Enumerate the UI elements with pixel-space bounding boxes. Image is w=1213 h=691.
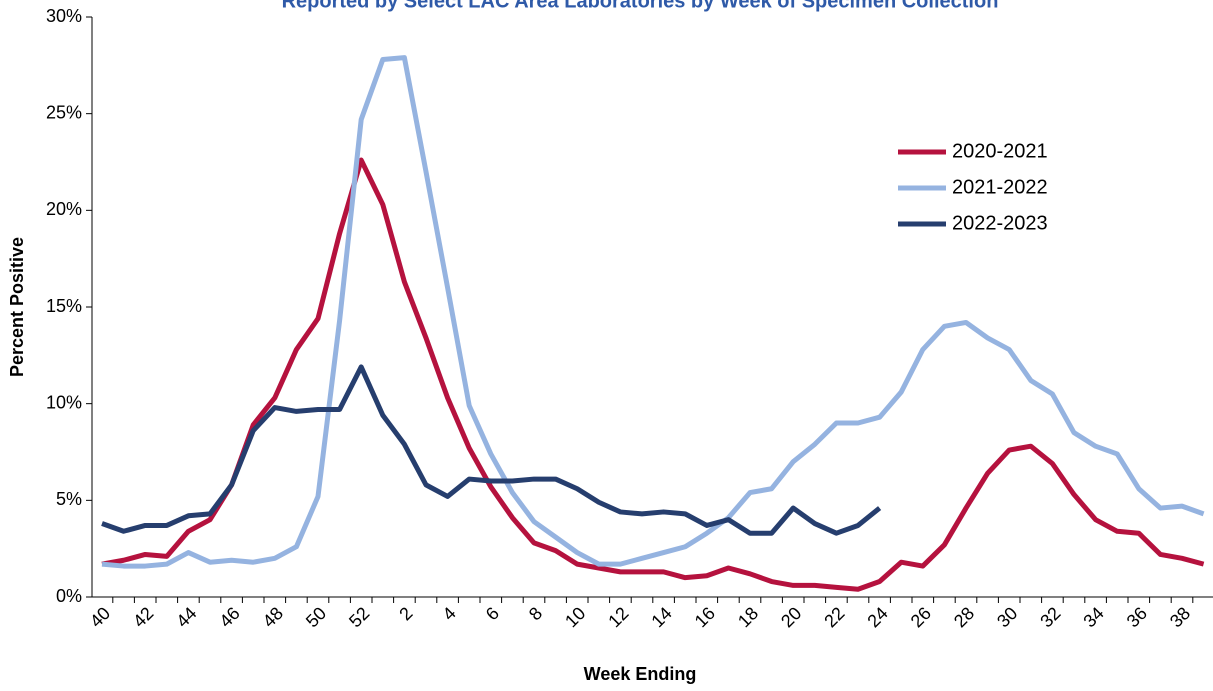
y-tick-label: 30% xyxy=(46,6,82,26)
legend-label: 2022-2023 xyxy=(952,212,1048,234)
x-tick-label: 44 xyxy=(172,603,200,631)
x-tick-label: 14 xyxy=(647,603,675,631)
x-tick-label: 32 xyxy=(1036,603,1064,631)
x-tick-label: 42 xyxy=(129,603,157,631)
x-tick-label: 48 xyxy=(259,603,287,631)
x-tick-label: 24 xyxy=(863,603,891,631)
y-tick-label: 25% xyxy=(46,102,82,122)
y-tick-label: 10% xyxy=(46,392,82,412)
x-tick-label: 6 xyxy=(482,603,503,624)
x-tick-label: 16 xyxy=(691,603,719,631)
x-tick-label: 50 xyxy=(302,603,330,631)
series-line xyxy=(101,55,1205,569)
x-tick-label: 38 xyxy=(1166,603,1194,631)
x-tick-label: 46 xyxy=(215,603,243,631)
x-tick-label: 40 xyxy=(86,603,114,631)
legend-label: 2020-2021 xyxy=(952,140,1048,162)
chart-title: Reported by Select LAC Area Laboratories… xyxy=(282,0,999,12)
legend-label: 2021-2022 xyxy=(952,176,1048,198)
series-line xyxy=(101,364,882,536)
y-tick-label: 0% xyxy=(56,586,82,606)
x-tick-label: 30 xyxy=(993,603,1021,631)
x-tick-label: 34 xyxy=(1079,603,1107,631)
y-tick-label: 5% xyxy=(56,489,82,509)
x-tick-label: 2 xyxy=(395,603,416,624)
series-line xyxy=(101,157,1205,592)
x-tick-label: 36 xyxy=(1123,603,1151,631)
y-axis-label: Percent Positive xyxy=(7,237,27,377)
y-tick-label: 20% xyxy=(46,199,82,219)
x-tick-label: 4 xyxy=(439,603,460,624)
x-axis-label: Week Ending xyxy=(584,664,697,684)
y-tick-label: 15% xyxy=(46,296,82,316)
x-tick-label: 52 xyxy=(345,603,373,631)
x-tick-label: 20 xyxy=(777,603,805,631)
x-tick-label: 12 xyxy=(604,603,632,631)
x-tick-label: 22 xyxy=(820,603,848,631)
x-tick-label: 28 xyxy=(950,603,978,631)
x-tick-label: 10 xyxy=(561,603,589,631)
x-tick-label: 18 xyxy=(734,603,762,631)
x-tick-label: 26 xyxy=(907,603,935,631)
x-tick-label: 8 xyxy=(525,603,546,624)
